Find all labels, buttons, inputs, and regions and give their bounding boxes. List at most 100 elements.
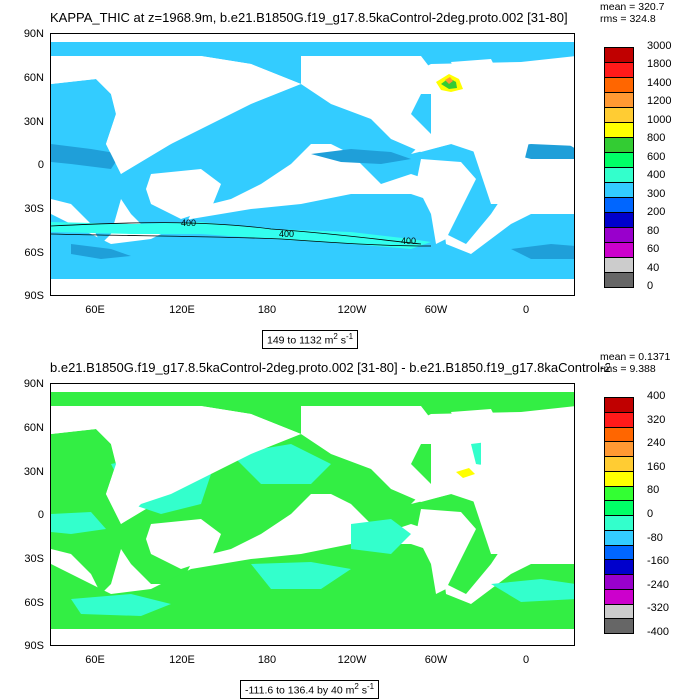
top-lat-label-30s: 30S: [24, 203, 44, 215]
top-colorbar-swatch: [604, 167, 634, 183]
top-colorbar-swatch: [604, 212, 634, 228]
bottom-colorbar-swatch: [604, 397, 634, 413]
top-lat-label-60s: 60S: [24, 247, 44, 259]
top-colorbar-swatch: [604, 107, 634, 123]
top-colorbar-swatch: [604, 92, 634, 108]
top-range-box: 149 to 1132 m2 s-1: [262, 330, 359, 349]
bottom-map-stats: mean = 0.1371 rms = 9.388: [600, 351, 670, 375]
bottom-colorbar-swatch: [604, 485, 634, 502]
top-lat-label-90s: 90S: [24, 290, 44, 302]
bottom-lat-label-0: 0: [37, 509, 44, 521]
top-colorbar-swatch: [604, 47, 634, 63]
bottom-stat-mean: mean = 0.1371: [600, 351, 671, 363]
top-colorbar-swatch: [604, 122, 634, 138]
bottom-colorbar-label: -240: [647, 578, 670, 591]
bottom-map-title: b.e21.B1850G.f19_g17.8.5kaControl-2deg.p…: [50, 360, 610, 375]
bottom-lon-label-60e: 60E: [85, 654, 105, 666]
top-contour-label-1: 400: [181, 218, 196, 228]
bottom-colorbar-swatch: [604, 559, 634, 575]
top-stat-rms: rms = 324.8: [600, 13, 656, 25]
top-colorbar-label: 200: [647, 206, 666, 219]
top-colorbar-swatch: [604, 62, 634, 78]
bottom-lat-label-90n: 90N: [23, 378, 44, 390]
top-contour-label-3: 400: [401, 236, 416, 246]
bottom-lon-label-60w: 60W: [424, 654, 448, 666]
top-colorbar-label: 1000: [647, 113, 672, 126]
top-colorbar-swatch: [604, 182, 634, 198]
top-colorbar-swatch: [604, 137, 634, 153]
bottom-colorbar-swatch: [604, 574, 634, 590]
top-colorbar-label: 0: [647, 280, 654, 292]
bottom-colorbar-label: 160: [647, 460, 666, 473]
bottom-range-text: -111.6 to 136.4 by 40 m: [245, 684, 355, 697]
bottom-colorbar-label: -400: [647, 626, 670, 638]
bottom-colorbar-swatch: [604, 500, 634, 516]
top-colorbar-swatch: [604, 242, 634, 258]
top-range-sup1: 2: [333, 332, 338, 341]
bottom-colorbar-label: -80: [647, 531, 663, 544]
top-map-panel: KAPPA_THIC at z=1968.9m, b.e21.B1850G.f1…: [23, 1, 672, 349]
top-land-africa-europe: [471, 69, 574, 204]
bottom-stat-rms: rms = 9.388: [600, 363, 656, 375]
bottom-range-sup1: 2: [354, 682, 359, 691]
top-colorbar-swatch: [604, 197, 634, 213]
bottom-lat-label-60n: 60N: [23, 422, 44, 434]
bottom-colorbar-label: 0: [647, 508, 654, 520]
top-range-sup2: -1: [345, 332, 354, 341]
top-land-greenland: [451, 59, 501, 89]
top-stat-mean: mean = 320.7: [600, 1, 665, 13]
top-lon-label-60w: 60W: [424, 304, 448, 316]
bottom-colorbar-swatch: [604, 515, 634, 531]
top-lat-label-60n: 60N: [23, 72, 44, 84]
bottom-colorbar: 400 320 240 160 80 0 -80 -160 -240 -320 -400: [604, 390, 669, 638]
top-colorbar-swatch: [604, 227, 634, 243]
bottom-lat-label-30s: 30S: [24, 553, 44, 565]
top-colorbar-label: 600: [647, 150, 666, 163]
bottom-map-svg: [51, 384, 574, 645]
top-lon-label-120e: 120E: [169, 304, 195, 316]
top-land-antarctica: [51, 279, 574, 295]
top-colorbar-label: 80: [647, 224, 660, 237]
top-colorbar-label: 400: [647, 169, 666, 182]
top-lat-label-90n: 90N: [23, 28, 44, 40]
bottom-colorbar-label: -320: [647, 602, 670, 615]
top-colorbar-label: 40: [647, 261, 660, 274]
bottom-map-plot: [50, 383, 575, 646]
bottom-lon-label-120e: 120E: [169, 654, 195, 666]
top-colorbar-label: 3000: [647, 40, 672, 52]
top-lon-label-0: 0: [522, 304, 530, 316]
bottom-colorbar-label: -160: [647, 555, 670, 568]
bottom-lon-label-0: 0: [522, 654, 530, 666]
top-map-plot: 400 400 400: [50, 33, 575, 296]
bottom-range-sup2: -1: [366, 682, 375, 691]
top-colorbar-label: 800: [647, 132, 666, 145]
bottom-colorbar-swatch: [604, 456, 634, 472]
bottom-lon-label-180: 180: [257, 654, 277, 666]
bottom-map-panel: b.e21.B1850G.f19_g17.8.5kaControl-2deg.p…: [0, 350, 700, 700]
top-contour-label-2: 400: [279, 229, 294, 239]
top-colorbar-label: 1800: [647, 58, 672, 71]
bottom-colorbar-swatch: [604, 618, 634, 634]
bottom-range-box: -111.6 to 136.4 by 40 m2 s-1: [240, 680, 380, 699]
top-colorbar-label: 1400: [647, 76, 672, 89]
bottom-colorbar-swatch: [604, 603, 634, 620]
bottom-lon-label-120w: 120W: [337, 654, 367, 666]
bottom-labrador-hotspot: [456, 468, 475, 478]
top-colorbar-swatch: [604, 257, 634, 273]
top-colorbar-label: 300: [647, 187, 666, 200]
top-lon-label-120w: 120W: [337, 304, 367, 316]
top-map-svg: 400 400 400: [51, 34, 574, 295]
bottom-colorbar-swatch: [604, 426, 634, 443]
top-colorbar-swatch: [604, 272, 634, 288]
bottom-lat-label-60s: 60S: [24, 597, 44, 609]
top-range-text: 149 to 1132 m: [267, 334, 334, 347]
top-lon-label-180: 180: [257, 304, 277, 316]
top-land-asia: [51, 56, 301, 174]
bottom-lat-label-90s: 90S: [24, 640, 44, 652]
bottom-range-mid: s: [358, 684, 367, 697]
bottom-colorbar-label: 320: [647, 413, 666, 426]
top-map-title: KAPPA_THIC at z=1968.9m, b.e21.B1850G.f1…: [50, 10, 568, 25]
top-lat-label-30n: 30N: [23, 116, 44, 128]
top-land-south-america: [416, 159, 476, 244]
bottom-colorbar-swatch: [604, 588, 634, 605]
